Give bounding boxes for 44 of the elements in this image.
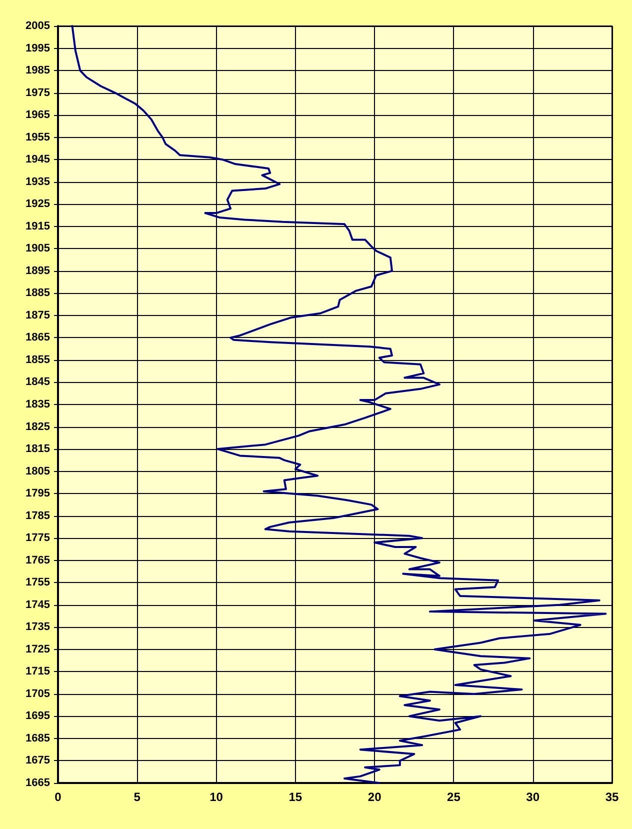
y-tick-label: 1955 xyxy=(26,131,50,144)
y-tick-label: 2005 xyxy=(26,20,50,32)
y-tick-label: 1995 xyxy=(26,42,50,54)
y-tick-label: 1695 xyxy=(26,710,50,722)
y-tick-label: 1935 xyxy=(26,176,50,188)
x-tick-label: 25 xyxy=(447,790,461,804)
y-tick-label: 1735 xyxy=(26,621,50,634)
x-tick-label: 30 xyxy=(526,790,540,804)
y-tick-label: 1885 xyxy=(26,287,50,300)
x-tick-label: 15 xyxy=(288,790,302,804)
x-tick-label: 0 xyxy=(54,790,62,804)
y-tick-label: 1895 xyxy=(26,264,50,277)
y-tick-label: 1805 xyxy=(26,465,50,478)
y-tick-label: 1795 xyxy=(26,488,50,500)
y-tick-label: 1835 xyxy=(26,398,50,410)
y-tick-label: 1765 xyxy=(26,554,50,566)
y-tick-label: 1775 xyxy=(26,532,50,544)
y-tick-label: 1815 xyxy=(26,443,50,456)
y-tick-label: 1965 xyxy=(26,109,50,122)
y-tick-label: 1845 xyxy=(26,376,50,388)
y-tick-label: 1945 xyxy=(26,154,50,166)
y-tick-label: 1705 xyxy=(26,688,50,700)
y-tick-label: 1785 xyxy=(26,510,50,522)
y-tick-label: 1665 xyxy=(26,777,50,789)
y-tick-label: 1905 xyxy=(26,242,50,255)
y-tick-label: 1925 xyxy=(26,198,50,210)
y-tick-label: 1985 xyxy=(26,64,50,77)
y-tick-label: 1745 xyxy=(26,598,50,611)
y-tick-label: 1715 xyxy=(26,666,50,678)
y-tick-label: 1825 xyxy=(26,420,50,433)
y-tick-label: 1675 xyxy=(26,754,50,767)
y-tick-label: 1915 xyxy=(26,220,50,232)
y-tick-label: 1755 xyxy=(26,576,50,589)
y-tick-label: 1685 xyxy=(26,732,50,744)
y-tick-label: 1855 xyxy=(26,354,50,366)
x-tick-label: 20 xyxy=(368,790,382,804)
x-tick-label: 10 xyxy=(210,790,224,804)
x-tick-label: 35 xyxy=(605,790,619,804)
y-tick-label: 1875 xyxy=(26,309,50,322)
x-tick-label: 5 xyxy=(134,790,141,804)
y-tick-label: 1865 xyxy=(26,332,50,344)
line-series xyxy=(71,25,607,784)
y-tick-label: 1725 xyxy=(26,643,50,656)
y-tick-label: 1975 xyxy=(26,86,50,99)
